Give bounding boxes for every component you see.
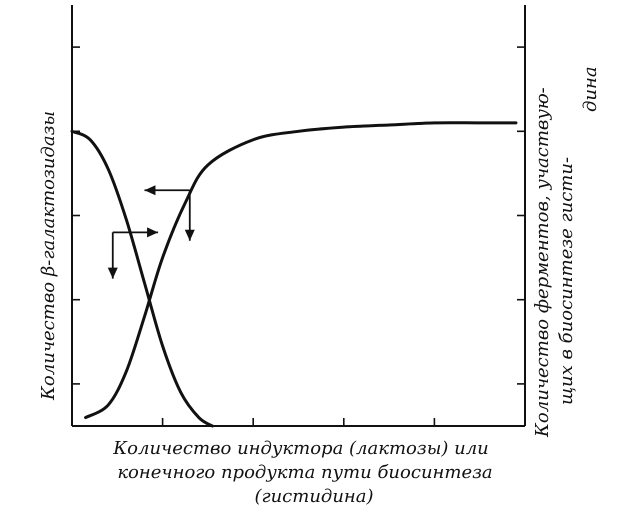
arrow-down-0 xyxy=(107,232,118,279)
arrow-left-2 xyxy=(144,185,190,196)
arrow-right-1 xyxy=(112,227,159,238)
beta-galactosidase-curve xyxy=(70,129,214,428)
right-y-ticks xyxy=(517,46,525,385)
right-y-axis-label-line-2: щих в биосинтезе гисти- xyxy=(556,157,577,405)
right-y-axis-label-line-3: дина xyxy=(580,66,601,112)
x-axis-label-line-1: Количество индуктора (лактозы) или xyxy=(112,438,489,459)
annotation-arrows xyxy=(107,185,195,279)
arrow-down-3 xyxy=(184,190,195,241)
x-axis-label-line-3: (гистидина) xyxy=(254,486,373,507)
left-y-axis-label: Количество β-галактозидазы xyxy=(38,111,59,401)
histidine-enzymes-curve xyxy=(84,121,518,420)
left-y-ticks xyxy=(72,46,80,385)
x-axis-label-line-2: конечного продукта пути биосинтеза xyxy=(117,462,492,483)
right-y-axis-label-line-1: Количество ферментов, участвую- xyxy=(532,87,553,438)
x-ticks xyxy=(161,418,526,426)
